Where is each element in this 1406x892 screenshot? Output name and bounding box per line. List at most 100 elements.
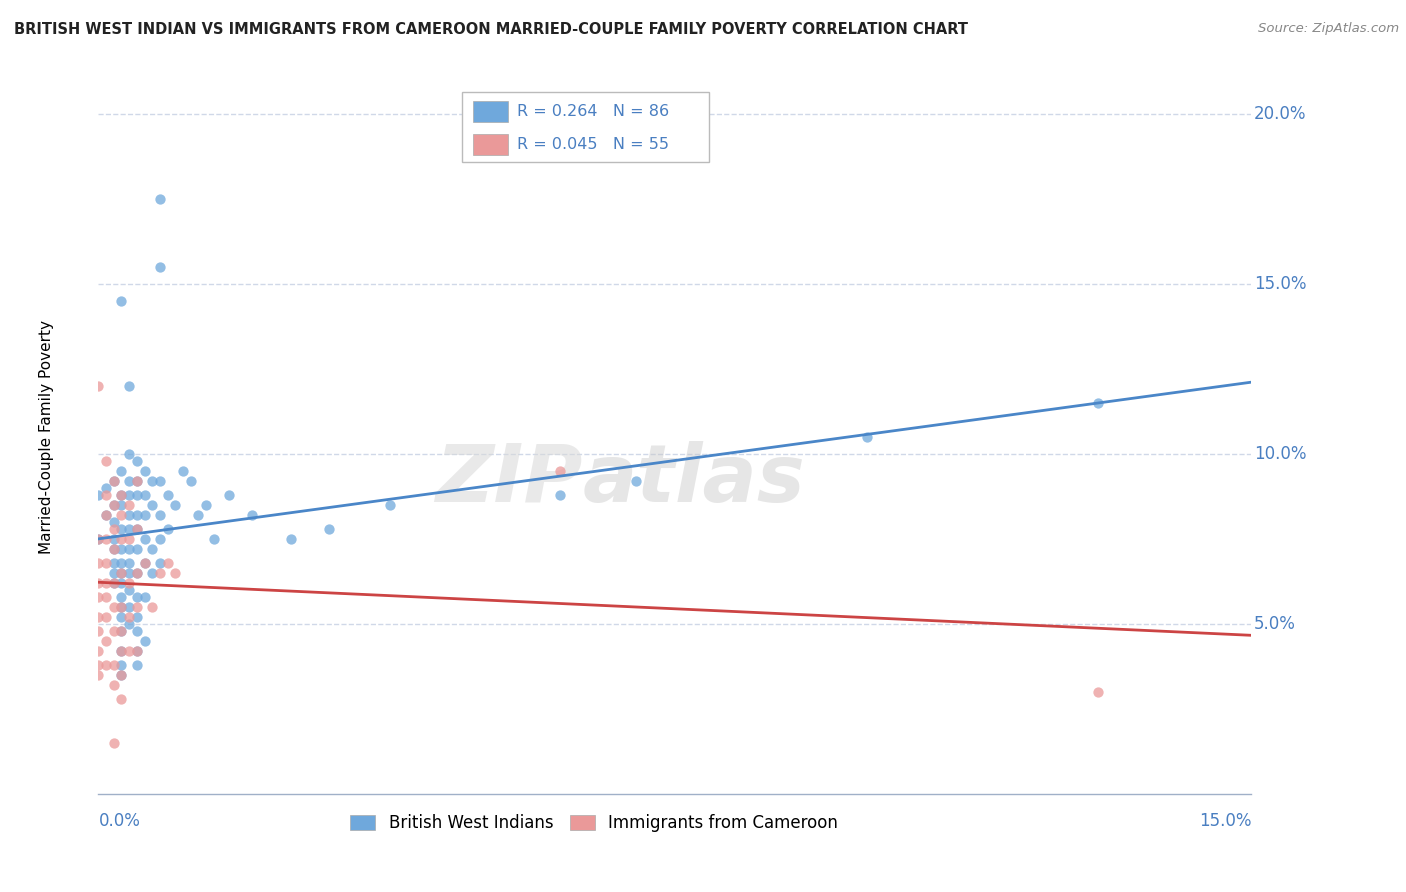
- Point: [103, 566, 125, 580]
- Point: [94, 576, 117, 591]
- Point: [94, 508, 117, 523]
- Text: 20.0%: 20.0%: [1254, 105, 1306, 123]
- Point: [103, 542, 125, 557]
- Point: [125, 644, 148, 658]
- Point: [94, 454, 117, 468]
- Legend: British West Indians, Immigrants from Cameroon: British West Indians, Immigrants from Ca…: [343, 808, 845, 839]
- Point: [103, 556, 125, 570]
- Point: [87, 379, 110, 393]
- Point: [125, 475, 148, 489]
- Point: [94, 590, 117, 604]
- Point: [94, 508, 117, 523]
- Point: [87, 644, 110, 658]
- Point: [103, 576, 125, 591]
- Point: [548, 464, 571, 478]
- Point: [94, 657, 117, 672]
- Point: [103, 475, 125, 489]
- Point: [87, 576, 110, 591]
- Point: [125, 590, 148, 604]
- Point: [548, 488, 571, 502]
- Point: [195, 498, 218, 512]
- Point: [218, 488, 240, 502]
- Point: [118, 488, 141, 502]
- Point: [125, 566, 148, 580]
- Point: [103, 542, 125, 557]
- Point: [103, 624, 125, 638]
- Point: [110, 668, 132, 682]
- Point: [125, 542, 148, 557]
- Point: [118, 576, 141, 591]
- Point: [103, 515, 125, 529]
- Point: [110, 542, 132, 557]
- Point: [125, 566, 148, 580]
- Point: [125, 644, 148, 658]
- Point: [110, 556, 132, 570]
- Point: [103, 678, 125, 692]
- Point: [103, 498, 125, 512]
- Point: [110, 464, 132, 478]
- Point: [103, 522, 125, 536]
- Point: [134, 634, 156, 648]
- Point: [87, 532, 110, 546]
- Point: [125, 610, 148, 624]
- Point: [110, 644, 132, 658]
- Text: Married-Couple Family Poverty: Married-Couple Family Poverty: [39, 320, 53, 554]
- Point: [110, 498, 132, 512]
- Point: [149, 260, 172, 275]
- Point: [110, 691, 132, 706]
- Point: [240, 508, 263, 523]
- Point: [134, 464, 156, 478]
- Point: [103, 475, 125, 489]
- FancyBboxPatch shape: [461, 93, 710, 162]
- Point: [87, 590, 110, 604]
- Point: [118, 566, 141, 580]
- Point: [125, 657, 148, 672]
- Point: [110, 599, 132, 614]
- Point: [118, 498, 141, 512]
- Point: [134, 556, 156, 570]
- Bar: [472, 101, 508, 122]
- Point: [125, 488, 148, 502]
- Point: [134, 488, 156, 502]
- Text: 10.0%: 10.0%: [1254, 445, 1306, 463]
- Point: [1087, 396, 1109, 410]
- Point: [87, 532, 110, 546]
- Point: [87, 624, 110, 638]
- Point: [118, 599, 141, 614]
- Point: [110, 624, 132, 638]
- Point: [125, 522, 148, 536]
- Point: [165, 498, 187, 512]
- Point: [156, 488, 179, 502]
- Point: [94, 610, 117, 624]
- Point: [125, 454, 148, 468]
- Text: R = 0.045   N = 55: R = 0.045 N = 55: [517, 137, 669, 152]
- Point: [110, 644, 132, 658]
- Point: [87, 668, 110, 682]
- Point: [110, 624, 132, 638]
- Point: [118, 617, 141, 632]
- Text: BRITISH WEST INDIAN VS IMMIGRANTS FROM CAMEROON MARRIED-COUPLE FAMILY POVERTY CO: BRITISH WEST INDIAN VS IMMIGRANTS FROM C…: [14, 22, 969, 37]
- Point: [94, 481, 117, 495]
- Point: [141, 475, 163, 489]
- Point: [103, 498, 125, 512]
- Point: [94, 488, 117, 502]
- Point: [110, 576, 132, 591]
- Point: [110, 599, 132, 614]
- Point: [103, 576, 125, 591]
- Point: [149, 532, 172, 546]
- Bar: [472, 134, 508, 155]
- Point: [118, 556, 141, 570]
- Point: [141, 599, 163, 614]
- Point: [202, 532, 225, 546]
- Point: [118, 475, 141, 489]
- Point: [118, 532, 141, 546]
- Point: [118, 610, 141, 624]
- Point: [94, 634, 117, 648]
- Text: atlas: atlas: [582, 441, 806, 519]
- Text: 0.0%: 0.0%: [98, 812, 141, 830]
- Point: [149, 566, 172, 580]
- Point: [125, 522, 148, 536]
- Point: [149, 556, 172, 570]
- Point: [110, 508, 132, 523]
- Point: [156, 556, 179, 570]
